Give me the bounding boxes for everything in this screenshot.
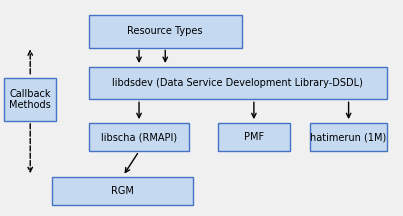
FancyBboxPatch shape [310,123,387,151]
Text: hatimerun (1M): hatimerun (1M) [310,132,387,142]
Text: Resource Types: Resource Types [127,26,203,36]
FancyBboxPatch shape [89,123,189,151]
FancyBboxPatch shape [89,67,387,99]
Text: libdsdev (Data Service Development Library-DSDL): libdsdev (Data Service Development Libra… [112,78,363,88]
FancyBboxPatch shape [89,15,242,48]
Text: PMF: PMF [244,132,264,142]
FancyBboxPatch shape [218,123,290,151]
Text: libscha (RMAPI): libscha (RMAPI) [101,132,177,142]
FancyBboxPatch shape [52,177,193,205]
Text: Callback
Methods: Callback Methods [9,89,51,110]
Text: RGM: RGM [112,186,134,196]
FancyBboxPatch shape [4,78,56,121]
